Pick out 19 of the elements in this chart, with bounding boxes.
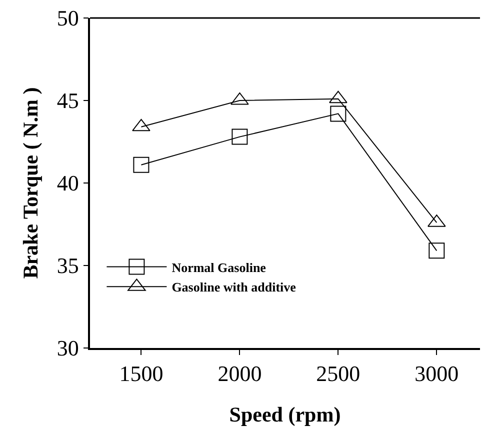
x-tick-label: 2500 xyxy=(316,361,360,386)
x-tick-label: 3000 xyxy=(414,361,459,386)
x-axis-title: Speed (rpm) xyxy=(229,402,341,426)
y-tick-label: 35 xyxy=(56,253,79,278)
point xyxy=(133,156,150,173)
x-tick-label: 2000 xyxy=(218,361,262,386)
point xyxy=(330,106,346,122)
y-tick-label: 45 xyxy=(56,88,79,114)
point xyxy=(329,90,348,104)
y-tick-label: 50 xyxy=(56,6,79,31)
point xyxy=(132,118,150,132)
point xyxy=(428,242,445,259)
legend-label: Gasoline with additive xyxy=(172,280,296,295)
legend-label: Normal Gasoline xyxy=(172,260,266,275)
x-tick-label: 1500 xyxy=(119,361,164,386)
y-axis-title: Brake Torque ( N.m ) xyxy=(18,87,42,279)
y-tick-label: 40 xyxy=(56,170,79,196)
point xyxy=(232,128,248,145)
y-tick-label: 30 xyxy=(56,336,79,361)
